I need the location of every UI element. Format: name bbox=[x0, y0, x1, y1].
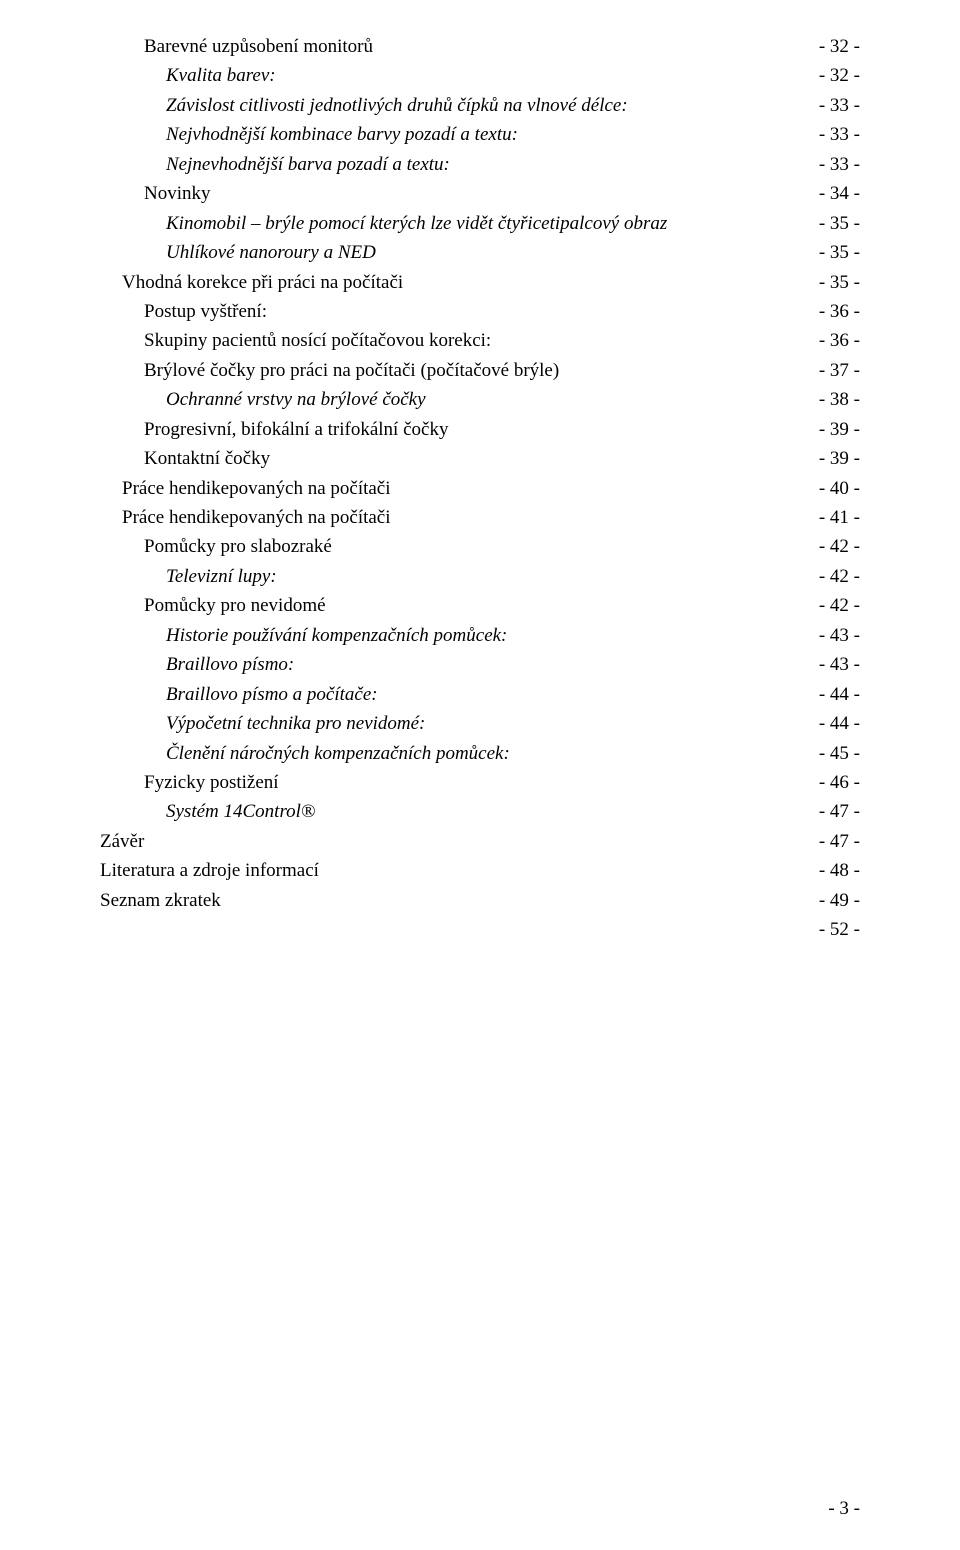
toc-entry-page: - 43 - bbox=[819, 650, 860, 679]
toc-entry-page: - 35 - bbox=[819, 209, 860, 238]
toc-entry: Braillovo písmo a počítače: - 44 - bbox=[100, 680, 860, 709]
toc-entry: Výpočetní technika pro nevidomé: - 44 - bbox=[100, 709, 860, 738]
toc-entry-page: - 49 - bbox=[819, 886, 860, 915]
toc-entry-page: - 44 - bbox=[819, 709, 860, 738]
toc-entry: Vhodná korekce při práci na počítači - 35… bbox=[100, 268, 860, 297]
toc-entry-label: Televizní lupy: bbox=[166, 562, 277, 591]
toc-entry-page: - 48 - bbox=[819, 856, 860, 885]
toc-entry-label: Seznam zkratek bbox=[100, 886, 221, 915]
toc-entry-label: Kontaktní čočky bbox=[144, 444, 270, 473]
toc-entry: Kvalita barev: - 32 - bbox=[100, 61, 860, 90]
toc-entry-label: Uhlíkové nanoroury a NED bbox=[166, 238, 376, 267]
toc-entry-label: Kvalita barev: bbox=[166, 61, 276, 90]
toc-entry-label: Vhodná korekce při práci na počítači bbox=[122, 268, 403, 297]
page-footer-number: - 3 - bbox=[828, 1498, 860, 1520]
toc-entry-label: Členění náročných kompenzačních pomůcek: bbox=[166, 739, 510, 768]
toc-entry: Práce hendikepovaných na počítači - 41 - bbox=[100, 503, 860, 532]
toc-entry: Skupiny pacientů nosící počítačovou kore… bbox=[100, 326, 860, 355]
toc-entry: Historie používání kompenzačních pomůcek… bbox=[100, 621, 860, 650]
toc-entry: Postup vyštření: - 36 - bbox=[100, 297, 860, 326]
toc-entry-label: Historie používání kompenzačních pomůcek… bbox=[166, 621, 507, 650]
toc-entry-label: Fyzicky postižení bbox=[144, 768, 279, 797]
toc-entry-label: Novinky bbox=[144, 179, 211, 208]
toc-entry-page: - 33 - bbox=[819, 150, 860, 179]
toc-entry: Brýlové čočky pro práci na počítači (poč… bbox=[100, 356, 860, 385]
toc-entry-page: - 37 - bbox=[819, 356, 860, 385]
toc-entry-page: - 44 - bbox=[819, 680, 860, 709]
toc-entry-page: - 36 - bbox=[819, 326, 860, 355]
table-of-contents: Barevné uzpůsobení monitorů- 32 -Kvalita… bbox=[100, 32, 860, 945]
toc-entry-page: - 46 - bbox=[819, 768, 860, 797]
toc-entry-page: - 41 - bbox=[819, 503, 860, 532]
toc-entry-page: - 52 - bbox=[819, 915, 860, 944]
toc-entry: Barevné uzpůsobení monitorů - 32 - bbox=[100, 32, 860, 61]
toc-entry-label: Barevné uzpůsobení monitorů bbox=[144, 32, 373, 61]
toc-entry-page: - 45 - bbox=[819, 739, 860, 768]
toc-entry-label: Postup vyštření: bbox=[144, 297, 267, 326]
toc-entry: Pomůcky pro slabozraké - 42 - bbox=[100, 532, 860, 561]
toc-entry-label: Literatura a zdroje informací bbox=[100, 856, 319, 885]
toc-entry: Progresivní, bifokální a trifokální čočk… bbox=[100, 415, 860, 444]
toc-entry-page: - 35 - bbox=[819, 238, 860, 267]
page-container: Barevné uzpůsobení monitorů- 32 -Kvalita… bbox=[0, 0, 960, 1550]
toc-entry-label: Braillovo písmo a počítače: bbox=[166, 680, 378, 709]
toc-entry: Pomůcky pro nevidomé - 42 - bbox=[100, 591, 860, 620]
toc-entry-label: Braillovo písmo: bbox=[166, 650, 294, 679]
toc-entry-label: Ochranné vrstvy na brýlové čočky bbox=[166, 385, 426, 414]
toc-entry-label: Pomůcky pro slabozraké bbox=[144, 532, 332, 561]
toc-entry: Systém 14Control® - 47 - bbox=[100, 797, 860, 826]
toc-entry: Televizní lupy: - 42 - bbox=[100, 562, 860, 591]
toc-entry-label: Práce hendikepovaných na počítači bbox=[122, 474, 391, 503]
toc-entry: Členění náročných kompenzačních pomůcek:… bbox=[100, 739, 860, 768]
toc-entry-label: Práce hendikepovaných na počítači bbox=[122, 503, 391, 532]
toc-entry: Seznam zkratek - 49 - bbox=[100, 886, 860, 915]
toc-entry-label: Kinomobil – brýle pomocí kterých lze vid… bbox=[166, 209, 667, 238]
toc-entry-label: Závěr bbox=[100, 827, 144, 856]
toc-entry-label: Výpočetní technika pro nevidomé: bbox=[166, 709, 425, 738]
toc-entry: Braillovo písmo: - 43 - bbox=[100, 650, 860, 679]
toc-entry-page: - 47 - bbox=[819, 827, 860, 856]
toc-entry-page: - 39 - bbox=[819, 415, 860, 444]
toc-entry: Uhlíkové nanoroury a NED - 35 - bbox=[100, 238, 860, 267]
toc-entry: Fyzicky postižení - 46 - bbox=[100, 768, 860, 797]
toc-entry: Závěr - 47 - bbox=[100, 827, 860, 856]
toc-entry-page: - 42 - bbox=[819, 591, 860, 620]
toc-entry-page: - 36 - bbox=[819, 297, 860, 326]
toc-entry: Práce hendikepovaných na počítači - 40 - bbox=[100, 474, 860, 503]
toc-entry-label: Systém 14Control® bbox=[166, 797, 315, 826]
toc-entry-page: - 42 - bbox=[819, 532, 860, 561]
toc-entry-page: - 43 - bbox=[819, 621, 860, 650]
toc-entry-page: - 35 - bbox=[819, 268, 860, 297]
toc-entry-label: Nejvhodnější kombinace barvy pozadí a te… bbox=[166, 120, 518, 149]
toc-entry: Nejvhodnější kombinace barvy pozadí a te… bbox=[100, 120, 860, 149]
toc-entry-page: - 42 - bbox=[819, 562, 860, 591]
toc-entry-label: Brýlové čočky pro práci na počítači (poč… bbox=[144, 356, 559, 385]
toc-entry-page: - 40 - bbox=[819, 474, 860, 503]
toc-entry-label: Závislost citlivosti jednotlivých druhů … bbox=[166, 91, 628, 120]
toc-entry: Nejnevhodnější barva pozadí a textu: - 33… bbox=[100, 150, 860, 179]
toc-entry-page: - 32 - bbox=[819, 61, 860, 90]
toc-entry-page: - 32 - bbox=[819, 32, 860, 61]
toc-entry-label: Pomůcky pro nevidomé bbox=[144, 591, 326, 620]
toc-entry: Ochranné vrstvy na brýlové čočky - 38 - bbox=[100, 385, 860, 414]
toc-entry-page: - 39 - bbox=[819, 444, 860, 473]
toc-entry-page: - 33 - bbox=[819, 91, 860, 120]
toc-entry-page: - 47 - bbox=[819, 797, 860, 826]
toc-entry: Závislost citlivosti jednotlivých druhů … bbox=[100, 91, 860, 120]
toc-entry-page: - 33 - bbox=[819, 120, 860, 149]
toc-entry: Kinomobil – brýle pomocí kterých lze vid… bbox=[100, 209, 860, 238]
toc-entry-label: Skupiny pacientů nosící počítačovou kore… bbox=[144, 326, 491, 355]
toc-entry: Literatura a zdroje informací - 48 - bbox=[100, 856, 860, 885]
toc-entry: - 52 - bbox=[100, 915, 860, 944]
toc-entry-page: - 38 - bbox=[819, 385, 860, 414]
toc-entry-label: Nejnevhodnější barva pozadí a textu: bbox=[166, 150, 450, 179]
toc-entry-label: Progresivní, bifokální a trifokální čočk… bbox=[144, 415, 448, 444]
toc-entry: Kontaktní čočky - 39 - bbox=[100, 444, 860, 473]
toc-entry-page: - 34 - bbox=[819, 179, 860, 208]
toc-entry: Novinky - 34 - bbox=[100, 179, 860, 208]
